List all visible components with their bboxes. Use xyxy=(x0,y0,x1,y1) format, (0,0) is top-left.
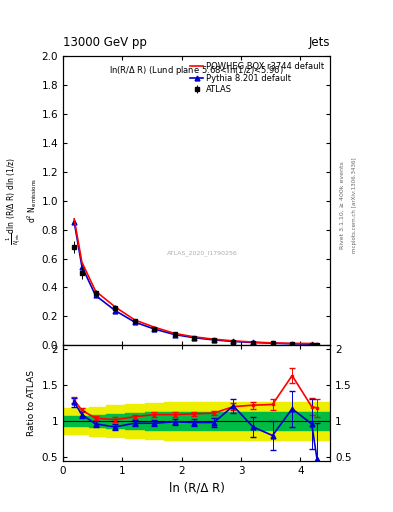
Pythia 8.201 default xyxy=(113,308,118,314)
Pythia 8.201 default xyxy=(152,326,157,332)
Pythia 8.201 default xyxy=(270,340,275,346)
POWHEG BOX r3744 default xyxy=(315,340,320,347)
Text: Jets: Jets xyxy=(309,36,330,49)
POWHEG BOX r3744 default xyxy=(211,336,216,342)
POWHEG BOX r3744 default xyxy=(152,324,157,330)
Pythia 8.201 default xyxy=(79,264,84,270)
POWHEG BOX r3744 default xyxy=(113,304,118,310)
Pythia 8.201 default xyxy=(309,341,314,347)
POWHEG BOX r3744 default xyxy=(231,338,236,344)
POWHEG BOX r3744 default xyxy=(79,259,84,265)
POWHEG BOX r3744 default xyxy=(192,334,196,340)
POWHEG BOX r3744 default xyxy=(72,216,77,222)
POWHEG BOX r3744 default xyxy=(132,317,137,323)
Pythia 8.201 default xyxy=(211,337,216,343)
Y-axis label: Ratio to ATLAS: Ratio to ATLAS xyxy=(27,370,36,436)
Pythia 8.201 default xyxy=(192,335,196,341)
POWHEG BOX r3744 default xyxy=(93,288,98,294)
POWHEG BOX r3744 default xyxy=(251,339,255,345)
Legend: POWHEG BOX r3744 default, Pythia 8.201 default, ATLAS: POWHEG BOX r3744 default, Pythia 8.201 d… xyxy=(189,60,326,96)
X-axis label: ln (R/Δ R): ln (R/Δ R) xyxy=(169,481,224,494)
Pythia 8.201 default xyxy=(290,340,294,347)
Text: ATLAS_2020_I1790256: ATLAS_2020_I1790256 xyxy=(167,250,237,255)
POWHEG BOX r3744 default xyxy=(270,340,275,346)
Line: Pythia 8.201 default: Pythia 8.201 default xyxy=(72,219,320,347)
POWHEG BOX r3744 default xyxy=(290,340,294,347)
Pythia 8.201 default xyxy=(231,338,236,345)
Text: ln(R/$\Delta$ R) (Lund plane 5.68<ln(1/z)<5.96): ln(R/$\Delta$ R) (Lund plane 5.68<ln(1/z… xyxy=(109,63,284,76)
POWHEG BOX r3744 default xyxy=(172,330,177,336)
Text: 13000 GeV pp: 13000 GeV pp xyxy=(63,36,147,49)
Pythia 8.201 default xyxy=(172,331,177,337)
POWHEG BOX r3744 default xyxy=(309,340,314,347)
Pythia 8.201 default xyxy=(132,319,137,325)
Pythia 8.201 default xyxy=(251,339,255,346)
Pythia 8.201 default xyxy=(93,292,98,298)
Y-axis label: $\frac{1}{N_\mathrm{jets}}$dln (R/$\Delta$ R) dln (1/z)
d$^2$ N$_\mathrm{emissio: $\frac{1}{N_\mathrm{jets}}$dln (R/$\Delt… xyxy=(4,157,39,245)
Pythia 8.201 default xyxy=(315,342,320,348)
Text: mcplots.cern.ch [arXiv:1306.3436]: mcplots.cern.ch [arXiv:1306.3436] xyxy=(352,157,357,252)
Pythia 8.201 default xyxy=(72,219,77,225)
Text: Rivet 3.1.10, ≥ 400k events: Rivet 3.1.10, ≥ 400k events xyxy=(340,161,345,249)
Line: POWHEG BOX r3744 default: POWHEG BOX r3744 default xyxy=(74,219,317,344)
